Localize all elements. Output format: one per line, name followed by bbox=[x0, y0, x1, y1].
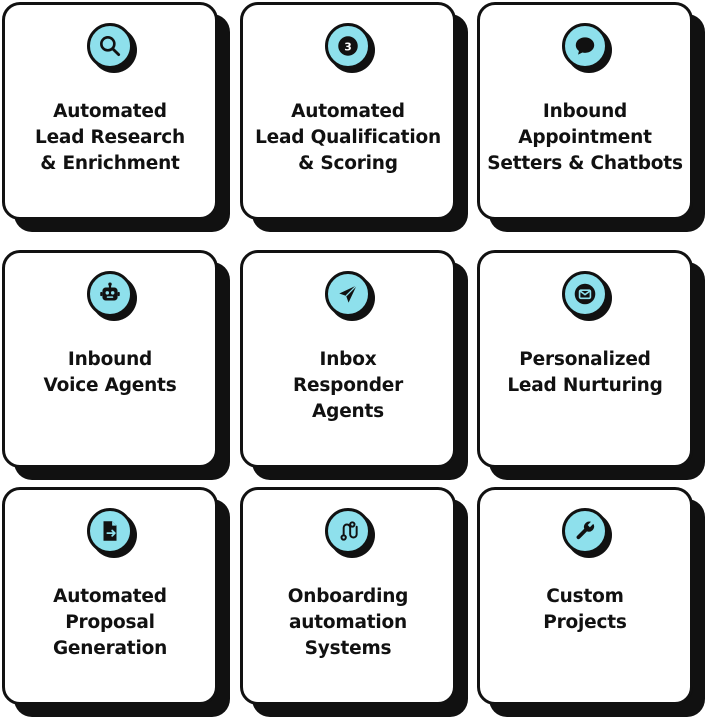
card-inbox-responder[interactable]: Inbox Responder Agents bbox=[240, 250, 456, 468]
card-title-line: Automated bbox=[53, 101, 167, 122]
card-proposal-generation[interactable]: Automated Proposal Generation bbox=[2, 487, 218, 705]
card-voice-agents[interactable]: Inbound Voice Agents bbox=[2, 250, 218, 468]
card-title-line: & Enrichment bbox=[40, 153, 180, 174]
card-title: Onboarding automation Systems bbox=[245, 584, 451, 662]
card-title-line: & Scoring bbox=[298, 153, 398, 174]
card-title-line: Lead Qualification bbox=[255, 127, 441, 148]
card-title-line: Appointment bbox=[518, 127, 652, 148]
card-title: Automated Lead Research & Enrichment bbox=[7, 99, 213, 177]
card-custom-projects[interactable]: Custom Projects bbox=[477, 487, 693, 705]
card-lead-qualification[interactable]: 3 Automated Lead Qualification & Scoring bbox=[240, 2, 456, 220]
search-icon bbox=[87, 23, 133, 69]
card-title-line: Responder bbox=[292, 375, 404, 396]
card-lead-nurturing[interactable]: Personalized Lead Nurturing bbox=[477, 250, 693, 468]
card-title: Personalized Lead Nurturing bbox=[482, 347, 688, 399]
send-icon bbox=[325, 271, 371, 317]
wrench-icon bbox=[562, 508, 608, 554]
robot-icon bbox=[87, 271, 133, 317]
card-title-line: Automated bbox=[53, 586, 167, 607]
number-badge-icon: 3 bbox=[325, 23, 371, 69]
card-title-line: Automated bbox=[291, 101, 405, 122]
card-lead-research[interactable]: Automated Lead Research & Enrichment bbox=[2, 2, 218, 220]
card-title-line: Custom bbox=[546, 586, 624, 607]
card-title-line: Agents bbox=[312, 401, 384, 422]
card-title-line: automation bbox=[288, 612, 408, 633]
card-title-line: Inbound bbox=[542, 101, 628, 122]
card-title: Inbound Voice Agents bbox=[7, 347, 213, 399]
card-title-line: Systems bbox=[304, 638, 392, 659]
card-title-line: Lead Nurturing bbox=[507, 375, 663, 396]
card-title: Custom Projects bbox=[482, 584, 688, 636]
chat-bubble-icon bbox=[562, 23, 608, 69]
document-export-icon bbox=[87, 508, 133, 554]
card-title: Automated Proposal Generation bbox=[7, 584, 213, 662]
mail-icon bbox=[562, 271, 608, 317]
card-title-line: Lead Research bbox=[35, 127, 185, 148]
card-title-line: Setters & Chatbots bbox=[487, 153, 683, 174]
badge-number: 3 bbox=[344, 40, 352, 53]
card-appointment-setters[interactable]: Inbound Appointment Setters & Chatbots bbox=[477, 2, 693, 220]
card-onboarding-automation[interactable]: Onboarding automation Systems bbox=[240, 487, 456, 705]
card-title-line: Inbox bbox=[319, 349, 377, 370]
route-icon bbox=[325, 508, 371, 554]
card-title-line: Onboarding bbox=[287, 586, 409, 607]
card-title: Inbound Appointment Setters & Chatbots bbox=[482, 99, 688, 177]
card-title: Automated Lead Qualification & Scoring bbox=[245, 99, 451, 177]
card-title-line: Inbound bbox=[67, 349, 153, 370]
card-title-line: Voice Agents bbox=[43, 375, 177, 396]
card-title-line: Proposal bbox=[65, 612, 155, 633]
card-title-line: Generation bbox=[52, 638, 168, 659]
card-title: Inbox Responder Agents bbox=[245, 347, 451, 425]
card-title-line: Personalized bbox=[519, 349, 651, 370]
card-title-line: Projects bbox=[543, 612, 627, 633]
